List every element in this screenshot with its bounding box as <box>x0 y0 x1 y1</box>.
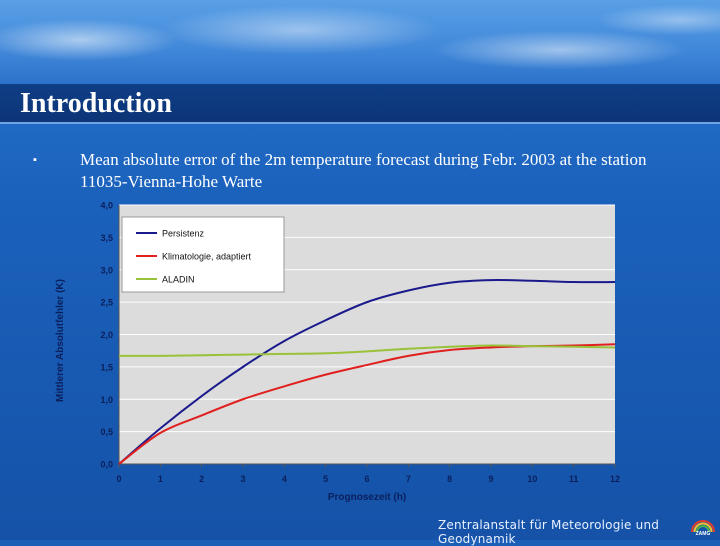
y-tick-label: 2,5 <box>100 298 113 308</box>
x-tick-label: 11 <box>569 474 579 484</box>
legend-entry: Persistenz <box>162 229 205 239</box>
y-tick-label: 0,0 <box>100 460 113 470</box>
bullet-icon: ▪ <box>33 154 37 166</box>
y-tick-label: 2,0 <box>100 330 113 340</box>
zamg-logo: ZAMG <box>691 520 715 536</box>
x-tick-label: 5 <box>323 474 328 484</box>
y-tick-label: 1,5 <box>100 362 113 372</box>
x-tick-label: 0 <box>116 474 121 484</box>
y-tick-label: 0,5 <box>100 427 113 437</box>
legend: Persistenz Klimatologie, adaptiert ALADIN <box>121 216 285 293</box>
x-tick-label: 3 <box>240 474 245 484</box>
x-axis-label: Prognosezeit (h) <box>328 492 406 503</box>
slide-caption: Mean absolute error of the 2m temperatur… <box>80 150 647 191</box>
chart-svg: 0,00,51,01,52,02,53,03,54,00 1 2 3 4 5 6 7 8 9 10 1… <box>55 201 620 504</box>
y-tick-label: 3,5 <box>100 233 113 243</box>
footer-institution: Zentralanstalt für Meteorologie und Geod… <box>438 518 660 546</box>
title-bar <box>0 84 720 124</box>
y-tick-label: 4,0 <box>100 201 113 211</box>
x-tick-label: 7 <box>406 474 411 484</box>
x-tick-label: 8 <box>447 474 452 484</box>
y-axis-label: Mittlerer Absolutfehler (K) <box>55 279 66 402</box>
y-tick-label: 3,0 <box>100 265 113 275</box>
slide-title: Introduction <box>20 88 172 119</box>
chart: 0,0 0,5 1,0 1,5 2,0 2,5 3,0 3,5 4,0 0 1 2 3 4 5 6 7 8 9 10 1… <box>52 196 624 508</box>
x-tick-label: 1 <box>158 474 163 484</box>
sky-header-image <box>0 0 720 88</box>
y-tick-label: 1,0 <box>100 395 113 405</box>
series-line-aladin <box>118 344 616 357</box>
x-tick-label: 12 <box>610 474 620 484</box>
series-lines <box>118 279 616 465</box>
svg-text:ZAMG: ZAMG <box>696 531 711 536</box>
legend-box <box>121 216 285 293</box>
legend-entry: Klimatologie, adaptiert <box>162 252 252 262</box>
x-tick-label: 6 <box>364 474 369 484</box>
series-line-persistenz <box>118 279 616 465</box>
legend-entry: ALADIN <box>162 275 195 285</box>
axes: 0,00,51,01,52,02,53,03,54,00 1 2 3 4 5 6 7 8 9 10 1… <box>100 201 620 485</box>
x-tick-label: 2 <box>199 474 204 484</box>
x-tick-label: 4 <box>282 474 287 484</box>
x-tick-label: 10 <box>527 474 537 484</box>
x-tick-label: 9 <box>488 474 493 484</box>
